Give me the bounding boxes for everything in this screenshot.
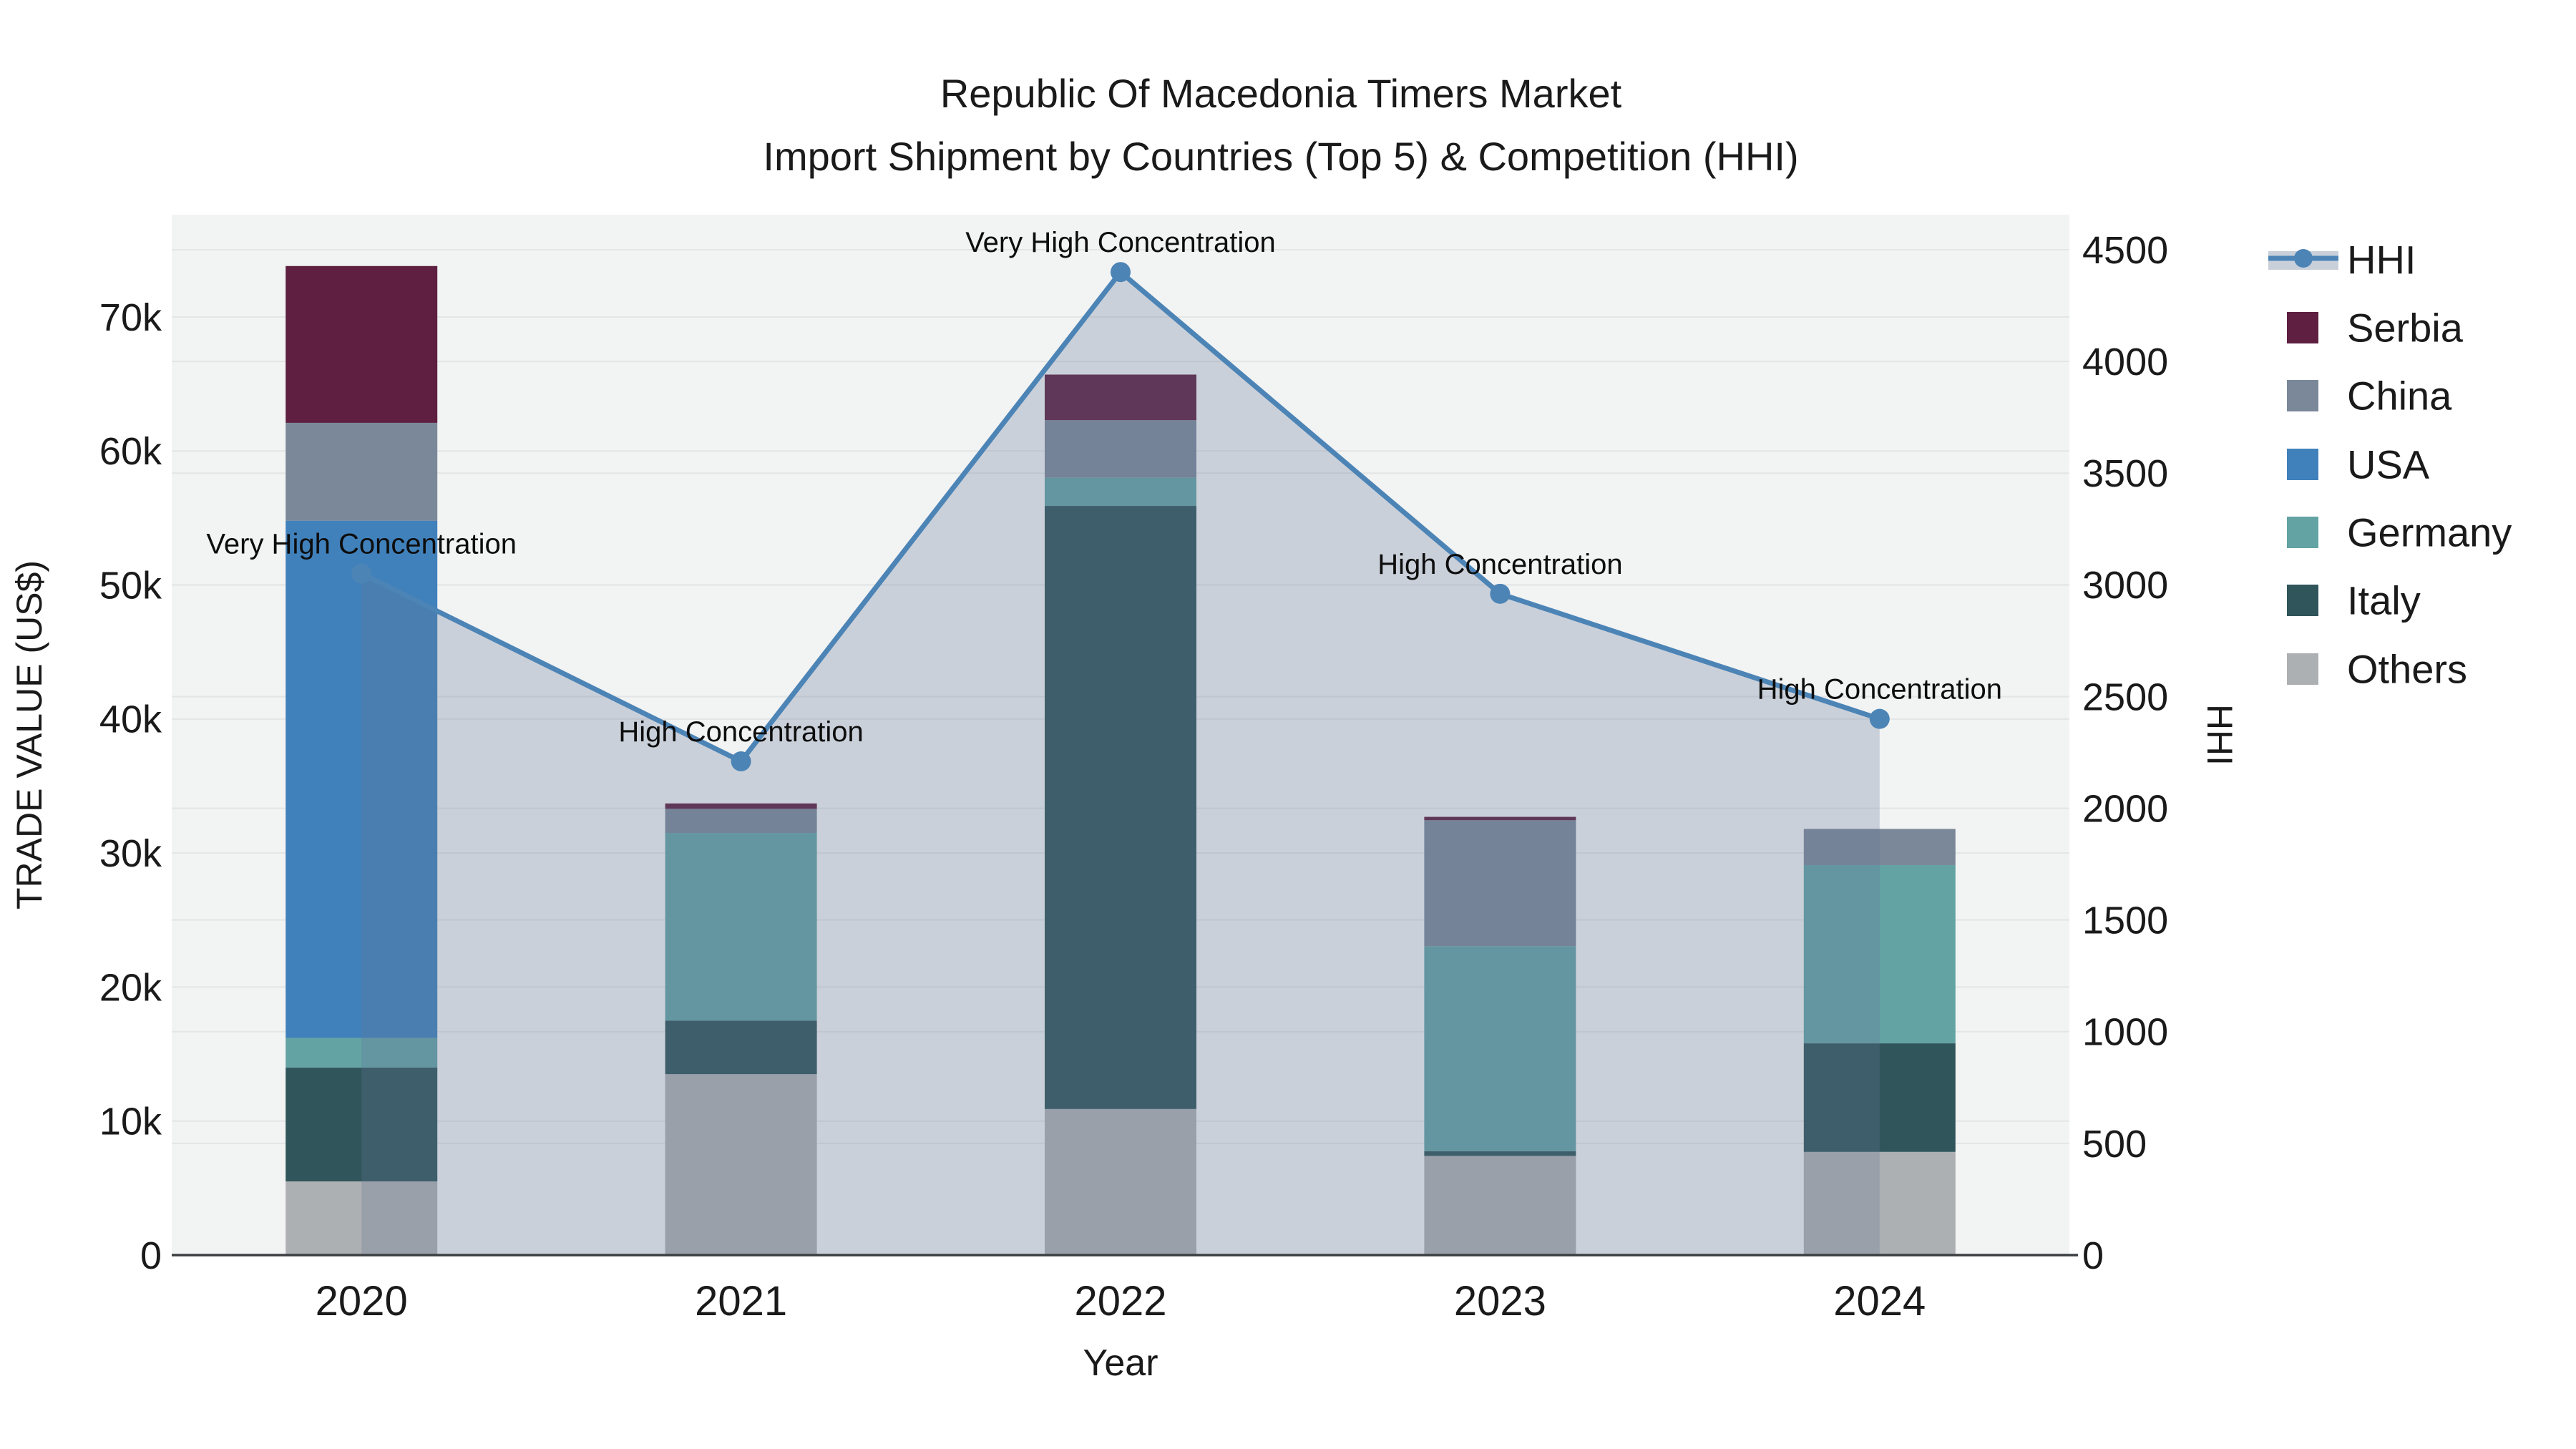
bar-segment-china-2022[interactable] <box>1045 420 1196 478</box>
annotation-2022: Very High Concentration <box>965 227 1276 258</box>
bar-segment-italy-2022[interactable] <box>1045 506 1196 1109</box>
hhi-area-fill <box>361 272 1880 1256</box>
x-axis-title: Year <box>1083 1342 1158 1384</box>
bar-segment-others-2023[interactable] <box>1424 1156 1576 1255</box>
hhi-marker-2020[interactable] <box>351 563 372 584</box>
hhi-marker-2021[interactable] <box>731 751 751 771</box>
y-left-tick-label: 60k <box>99 430 162 473</box>
legend-swatch-usa <box>2287 449 2318 480</box>
y-right-tick-label: 2000 <box>2082 787 2168 830</box>
annotation-2021: High Concentration <box>618 716 863 748</box>
bar-segment-others-2020[interactable] <box>286 1181 438 1255</box>
legend-swatch-germany <box>2287 517 2318 548</box>
chart-title-line2: Import Shipment by Countries (Top 5) & C… <box>763 134 1798 179</box>
hhi-marker-2023[interactable] <box>1490 583 1511 604</box>
y-right-axis-title: HHI <box>2200 704 2240 766</box>
bar-segment-serbia-2023[interactable] <box>1424 816 1576 821</box>
y-left-axis-title: TRADE VALUE (US$) <box>9 560 49 909</box>
annotation-2024: High Concentration <box>1757 674 2002 706</box>
bar-segment-germany-2020[interactable] <box>286 1038 438 1068</box>
bar-segment-usa-2020[interactable] <box>286 520 438 1038</box>
bar-segment-serbia-2020[interactable] <box>286 265 438 423</box>
legend-swatch-china <box>2287 380 2318 411</box>
y-left-tick-label: 50k <box>99 564 162 607</box>
y-right-tick-label: 3500 <box>2082 452 2168 495</box>
y-left-tick-label: 20k <box>99 966 162 1009</box>
annotation-2020: Very High Concentration <box>206 529 517 560</box>
y-right-tick-label: 0 <box>2082 1234 2104 1277</box>
bar-segment-china-2021[interactable] <box>665 809 817 834</box>
y-left-tick-label: 30k <box>99 832 162 875</box>
x-tick-label-2021: 2021 <box>695 1278 787 1324</box>
y-left-tick-label: 70k <box>99 296 162 339</box>
legend-swatch-others <box>2287 653 2318 685</box>
legend-label-germany: Germany <box>2347 510 2512 555</box>
x-tick-label-2020: 2020 <box>316 1278 408 1324</box>
y-right-tick-label: 4000 <box>2082 341 2168 384</box>
legend-swatch-italy <box>2287 585 2318 616</box>
x-tick-label-2024: 2024 <box>1833 1278 1926 1324</box>
legend-item-serbia[interactable]: Serbia <box>2287 306 2464 351</box>
legend-item-italy[interactable]: Italy <box>2287 578 2421 623</box>
legend-item-others[interactable]: Others <box>2287 647 2467 692</box>
legend-hhi-marker-swatch <box>2294 249 2313 268</box>
legend-label-serbia: Serbia <box>2347 306 2464 351</box>
legend-label-usa: USA <box>2347 442 2430 487</box>
bar-segment-serbia-2021[interactable] <box>665 803 817 809</box>
bar-segment-germany-2024[interactable] <box>1803 864 1956 1044</box>
chart-title-line1: Republic Of Macedonia Timers Market <box>940 71 1622 116</box>
legend-item-germany[interactable]: Germany <box>2287 510 2512 555</box>
y-right-tick-label: 1000 <box>2082 1011 2168 1054</box>
y-right-tick-label: 1500 <box>2082 899 2168 942</box>
legend-label-china: China <box>2347 374 2452 419</box>
legend-swatch-serbia <box>2287 312 2318 343</box>
hhi-marker-2022[interactable] <box>1111 262 1131 283</box>
annotation-2023: High Concentration <box>1377 549 1622 580</box>
bar-segment-china-2024[interactable] <box>1803 829 1956 865</box>
bar-segment-china-2020[interactable] <box>286 422 438 521</box>
legend-item-china[interactable]: China <box>2287 374 2452 419</box>
y-right-tick-label: 500 <box>2082 1123 2147 1166</box>
bar-segment-china-2023[interactable] <box>1424 820 1576 947</box>
legend-label-others: Others <box>2347 647 2467 692</box>
bar-segment-others-2024[interactable] <box>1803 1151 1956 1255</box>
legend-item-hhi[interactable]: HHI <box>2268 238 2416 283</box>
legend-label-italy: Italy <box>2347 578 2421 623</box>
y-left-tick-label: 0 <box>140 1234 162 1277</box>
bar-segment-germany-2021[interactable] <box>665 833 817 1021</box>
bar-segment-italy-2021[interactable] <box>665 1020 817 1075</box>
y-left-tick-label: 10k <box>99 1101 162 1143</box>
legend-item-usa[interactable]: USA <box>2287 442 2430 487</box>
bar-segment-germany-2022[interactable] <box>1045 477 1196 507</box>
bar-segment-italy-2020[interactable] <box>286 1067 438 1181</box>
x-tick-label-2023: 2023 <box>1454 1278 1546 1324</box>
legend-label-hhi: HHI <box>2347 238 2416 283</box>
y-right-tick-label: 2500 <box>2082 675 2168 718</box>
y-right-tick-label: 3000 <box>2082 564 2168 607</box>
bar-segment-others-2021[interactable] <box>665 1074 817 1255</box>
bar-segment-italy-2024[interactable] <box>1803 1043 1956 1152</box>
bar-segment-germany-2023[interactable] <box>1424 946 1576 1151</box>
y-left-tick-label: 40k <box>99 698 162 741</box>
bar-segment-italy-2023[interactable] <box>1424 1151 1576 1156</box>
y-right-tick-label: 4500 <box>2082 229 2168 272</box>
bar-segment-serbia-2022[interactable] <box>1045 374 1196 421</box>
bar-segment-others-2022[interactable] <box>1045 1108 1196 1255</box>
hhi-marker-2024[interactable] <box>1869 708 1890 729</box>
x-tick-label-2022: 2022 <box>1074 1278 1166 1324</box>
